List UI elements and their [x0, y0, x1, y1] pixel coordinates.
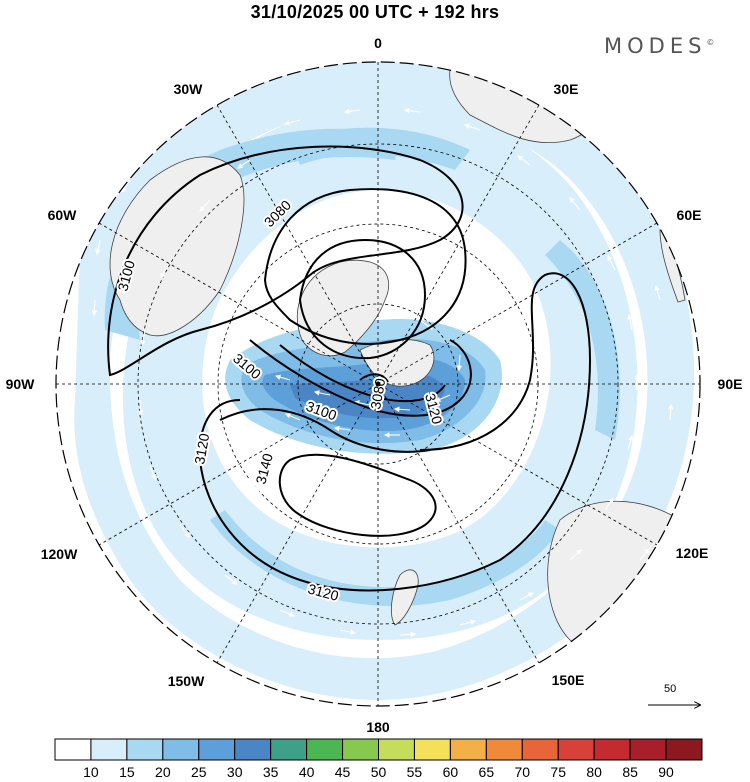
north-band — [290, 127, 470, 170]
jet-band-outer — [122, 104, 638, 640]
map-title: 31/10/2025 00 UTC + 192 hrs — [250, 2, 500, 22]
colorbar-swatch — [306, 738, 344, 761]
colorbar-tick-label: 15 — [119, 764, 135, 780]
colorbar-swatch — [162, 738, 200, 761]
lon-label-120e: 120E — [675, 545, 709, 561]
contour-3100-jet — [249, 339, 472, 417]
graticule — [56, 62, 700, 706]
colorbar-swatch — [449, 738, 487, 761]
south-band — [210, 510, 560, 607]
colorbar-tick-label: 10 — [83, 764, 99, 780]
contour-3140 — [278, 453, 437, 537]
contour-3120-south — [219, 408, 431, 453]
colorbar-tick-label: 40 — [298, 764, 315, 780]
colorbar-swatch — [234, 738, 272, 761]
colorbar-swatch — [665, 738, 703, 761]
height-contours — [107, 145, 691, 592]
colorbar-swatch — [629, 738, 667, 761]
colorbar-tick-label: 50 — [370, 764, 387, 780]
colorbar-swatch — [593, 738, 631, 761]
brand-name: MODES — [604, 34, 707, 58]
colorbar-tick-label: 80 — [586, 764, 602, 780]
copyright-mark: © — [706, 38, 715, 47]
colorbar-tick-label: 90 — [658, 764, 674, 780]
brand-logo: MODES© — [604, 34, 714, 58]
lon-label-0: 0 — [374, 35, 382, 51]
contour-3060-core — [359, 373, 389, 383]
colorbar-tick-label: 75 — [550, 764, 567, 780]
map-disc: 3080 3100 3100 3080 3120 3100 3140 3120 … — [56, 62, 700, 706]
colorbar-tick-label: 60 — [442, 764, 459, 780]
contour-3100-west — [107, 145, 464, 377]
east-band — [545, 240, 620, 440]
colorbar-tick-label: 55 — [406, 764, 423, 780]
colorbar-tick-label: 70 — [514, 764, 531, 780]
lon-label-150e: 150E — [551, 672, 585, 688]
colorbar-swatch — [485, 738, 523, 761]
colorbar-tick-label: 35 — [262, 764, 279, 780]
lon-label-120w: 120W — [40, 546, 78, 562]
lon-label-30w: 30W — [173, 81, 203, 97]
colorbar-tick-label: 30 — [226, 764, 243, 780]
colorbar-tick-label: 85 — [622, 764, 638, 780]
colorbar-swatch — [90, 738, 128, 761]
colorbar-swatch — [198, 738, 236, 761]
colorbar-swatch — [270, 738, 308, 761]
reference-vector-value: 50 — [664, 683, 677, 695]
map-border — [55, 61, 701, 707]
colorbar-swatch — [54, 738, 92, 761]
australia — [547, 500, 700, 655]
colorbar-swatch — [126, 738, 164, 761]
lon-label-90e: 90E — [717, 376, 743, 392]
colorbar-swatch — [521, 738, 559, 761]
colorbar-swatch — [557, 738, 595, 761]
lon-label-90w: 90W — [5, 376, 35, 392]
wind-speed-shading — [74, 62, 695, 700]
colorbar-swatch — [378, 738, 415, 761]
colorbar-swatch — [413, 738, 451, 761]
south-pole-marker — [375, 381, 381, 387]
lon-label-30e: 30E — [553, 81, 579, 97]
lon-label-60e: 60E — [676, 207, 702, 223]
south-america — [109, 156, 245, 337]
contour-3080-north — [263, 188, 467, 345]
contour-3080-jet — [279, 344, 446, 403]
colorbar-swatch — [342, 738, 379, 761]
lon-label-180: 180 — [366, 719, 390, 735]
new-zealand — [390, 569, 419, 626]
colorbar — [54, 738, 703, 761]
colorbar-tick-label: 65 — [478, 764, 495, 780]
lon-label-150w: 150W — [167, 673, 205, 689]
contour-3120-east — [198, 272, 592, 592]
colorbar-tick-label: 45 — [334, 764, 351, 780]
colorbar-tick-label: 20 — [155, 764, 171, 780]
lon-label-60w: 60W — [47, 207, 77, 223]
colorbar-tick-label: 25 — [190, 764, 207, 780]
contour-3060-inner — [298, 238, 427, 360]
